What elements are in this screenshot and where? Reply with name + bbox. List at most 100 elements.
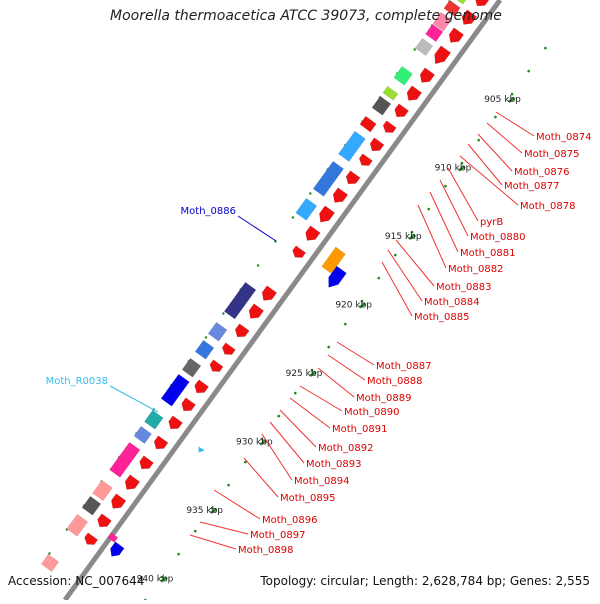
forward-gene-arrow [292, 245, 307, 258]
label-leader-line [387, 249, 423, 302]
scale-dot [310, 368, 314, 372]
forward-gene-arrow [153, 435, 169, 450]
reverse-gene-block [312, 160, 344, 197]
reverse-gene-block [382, 85, 399, 101]
label-leader-line [439, 179, 469, 237]
reverse-gene-block [160, 373, 190, 407]
scale-labels: 905 kbp 910 kbp 915 kbp 920 kbp 925 kbp 930 k… [137, 95, 521, 584]
forward-gene-arrow [261, 285, 278, 301]
forward-gene-arrow [234, 323, 250, 338]
scale-tick [259, 439, 267, 446]
gene-label: Moth_0896 [262, 515, 317, 526]
forward-gene-arrow [181, 397, 196, 412]
scale-dot [494, 115, 497, 119]
scale-dot [410, 230, 414, 234]
gene-label: Moth_0894 [294, 476, 349, 487]
gene-label: Moth_0876 [514, 167, 569, 178]
gene-label: Moth_0891 [332, 424, 387, 435]
forward-gene-arrow [332, 187, 349, 203]
label-leader-line [395, 239, 435, 287]
gene-label: Moth_0874 [536, 132, 591, 143]
scale-label: 930 kbp [236, 438, 273, 448]
label-leader-line [467, 143, 503, 186]
reverse-gene-block [295, 197, 318, 221]
backbone-line [62, 0, 503, 602]
scale-dot [444, 184, 447, 188]
forward-gene-arrow [248, 303, 265, 319]
scale-dot [294, 391, 297, 395]
gene-label: Moth_0884 [424, 297, 479, 308]
forward-gene-arrow [358, 153, 373, 166]
forward-gene-arrow [434, 45, 452, 65]
scale-dot [477, 138, 481, 142]
left-gene-label: Moth_0886 [181, 206, 236, 217]
scale-dot [527, 69, 530, 73]
gene-label: Moth_0880 [470, 232, 525, 243]
scale-dot [344, 322, 347, 326]
gene-label: Moth_0878 [520, 201, 575, 212]
left-gene-label: Moth_R0038 [46, 376, 108, 387]
reverse-gene-block [456, 0, 467, 5]
scale-ticks [160, 96, 516, 583]
label-leader-line [486, 122, 523, 154]
forward-gene-arrow [139, 455, 154, 470]
right-gene-labels: Moth_0874 Moth_0875 Moth_0876 Moth_0877 Moth… [238, 132, 591, 556]
label-leader-line [199, 521, 249, 535]
inner-dot [309, 192, 312, 195]
reverse-gene-block [109, 441, 141, 478]
gene-label: Moth_0889 [356, 393, 411, 404]
scale-dot [177, 552, 180, 556]
reverse-gene-block [371, 95, 392, 116]
label-leader-line [417, 204, 447, 269]
gene-label: Moth_0893 [306, 459, 361, 470]
inner-dot [256, 264, 260, 267]
label-leader-line [317, 367, 355, 398]
label-leader-line [477, 133, 513, 172]
forward-gene-arrow [168, 415, 183, 430]
inner-dot [413, 48, 416, 51]
forward-gene-arrow [382, 120, 397, 133]
scale-dot [227, 483, 230, 487]
forward-gene-arrow [406, 85, 423, 101]
map-title: Moorella thermoacetica ATCC 39073, compl… [110, 8, 502, 24]
inner-dot [48, 552, 51, 555]
scale-label: 910 kbp [435, 164, 472, 174]
forward-gene-arrow [194, 379, 209, 394]
reverse-gene-block [414, 37, 434, 56]
accession-text: Accession: NC_007644 [8, 574, 145, 588]
scale-dot [260, 437, 264, 441]
scale-dot [377, 276, 381, 280]
left-gene-labels: Moth_0886 Moth_R0038 [46, 206, 236, 387]
label-leader-line [243, 457, 279, 498]
reverse-gene-block [338, 130, 366, 162]
label-leader-line [459, 155, 519, 206]
gene-label: Moth_0885 [414, 312, 469, 323]
gene-label: Moth_0881 [460, 248, 515, 259]
reverse-gene-block [432, 11, 452, 32]
inner-dot [291, 216, 295, 219]
inner-dot [204, 336, 208, 339]
forward-gene-arrow [345, 170, 361, 185]
scale-tick [458, 165, 466, 172]
scale-label: 940 kbp [137, 575, 174, 585]
left-label-leader [109, 385, 159, 413]
scale-label: 905 kbp [484, 95, 521, 105]
forward-gene-arrow [448, 27, 465, 43]
label-leader-line [289, 397, 331, 429]
scale-label: 915 kbp [385, 232, 422, 242]
label-leader-line [327, 354, 366, 381]
label-leader-lines [109, 111, 535, 550]
forward-gene-arrow [419, 67, 436, 83]
forward-gene-arrow [221, 342, 236, 355]
label-leader-line [447, 167, 479, 222]
reverse-gene-block [443, 0, 461, 17]
forward-gene-arrow [124, 474, 141, 490]
forward-gene-arrow [319, 205, 336, 223]
gene-label: Moth_0888 [367, 376, 422, 387]
label-leader-line [213, 489, 261, 520]
forward-gene-arrow [209, 359, 224, 372]
topology-text: Topology: circular; Length: 2,628,784 bp… [260, 574, 590, 588]
scale-dot [210, 506, 214, 510]
label-leader-line [495, 111, 535, 137]
